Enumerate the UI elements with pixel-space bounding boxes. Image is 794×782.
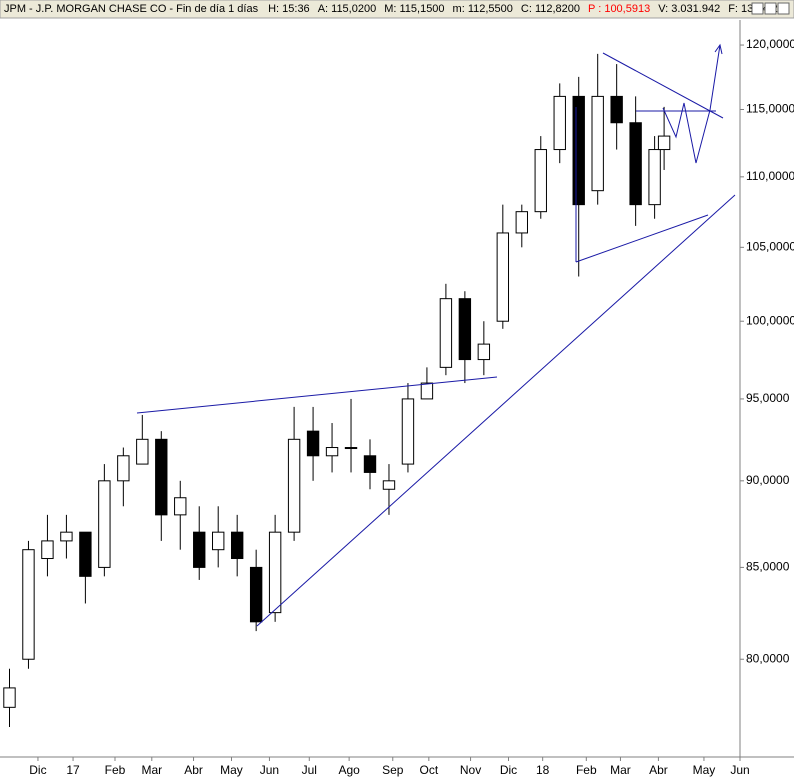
x-tick-label: May: [220, 763, 243, 777]
header: JPM - J.P. MORGAN CHASE CO - Fin de día …: [4, 3, 790, 15]
trend-line: [575, 214, 709, 263]
y-tick-label: 110,0000: [746, 169, 794, 183]
candle-body: [230, 531, 244, 560]
x-tick-label: Mar: [141, 763, 162, 777]
header-info: V: 3.031.942: [658, 3, 720, 15]
y-tick-label: 80,0000: [746, 651, 790, 665]
x-tick-label: 17: [66, 763, 80, 777]
candle-body: [79, 531, 92, 577]
candle-body: [193, 531, 206, 568]
x-tick-label: Jun: [730, 763, 749, 777]
candle-body: [534, 149, 547, 213]
x-tick-label: Nov: [460, 763, 481, 777]
candle-body: [344, 447, 358, 450]
candle-body: [629, 122, 642, 206]
x-tick-label: Dic: [29, 763, 46, 777]
candle-body: [22, 549, 35, 660]
forecast-path: [662, 44, 721, 164]
y-tick-label: 100,0000: [746, 313, 794, 327]
candle-body: [657, 135, 671, 151]
x-tick-label: Mar: [610, 763, 631, 777]
candle-body: [117, 455, 130, 482]
candle-body: [287, 438, 301, 533]
trend-line: [602, 52, 724, 119]
candle-body: [98, 480, 111, 568]
candle-body: [401, 398, 415, 465]
candle-body: [477, 343, 491, 361]
x-tick-label: Sep: [382, 763, 404, 777]
candle-body: [363, 455, 377, 473]
candle-body: [458, 298, 472, 361]
y-tick-label: 85,0000: [746, 560, 790, 574]
candle-body: [553, 95, 566, 151]
header-info: C: 112,8200: [521, 3, 580, 15]
candle-body: [3, 687, 16, 708]
close-button[interactable]: [777, 2, 790, 15]
header-info: P : 100,5913: [588, 3, 650, 15]
x-tick-label: Jun: [260, 763, 279, 777]
candle-body: [610, 95, 623, 124]
x-tick-label: 18: [536, 763, 550, 777]
trend-line: [136, 376, 498, 414]
x-tick-label: Feb: [576, 763, 597, 777]
header-info: H: 15:36: [268, 3, 310, 15]
header-info: m: 112,5500: [453, 3, 513, 15]
x-tick-label: Dic: [500, 763, 517, 777]
x-tick-label: May: [693, 763, 716, 777]
candles: [3, 53, 671, 728]
header-bar: [0, 0, 794, 19]
y-tick-label: 120,0000: [746, 37, 794, 51]
x-tick-label: Ago: [338, 763, 360, 777]
candle-body: [382, 480, 396, 490]
candle-body: [420, 382, 434, 400]
y-tick-label: 105,0000: [746, 239, 794, 253]
chart-title: JPM - J.P. MORGAN CHASE CO - Fin de día …: [4, 3, 259, 15]
x-tick-label: Oct: [419, 763, 438, 777]
x-tick-label: Abr: [649, 763, 668, 777]
window-buttons: [751, 2, 790, 15]
candle-body: [212, 531, 225, 551]
header-info: M: 115,1500: [384, 3, 444, 15]
candle-body: [648, 149, 661, 206]
candle-body: [136, 438, 149, 465]
candle-body: [306, 430, 320, 457]
maximize-button[interactable]: [764, 2, 777, 15]
candle-body: [249, 566, 263, 623]
candle-body: [60, 531, 73, 542]
y-tick-label: 115,0000: [746, 102, 794, 116]
header-info: A: 115,0200: [318, 3, 377, 15]
candle-body: [515, 211, 528, 234]
x-tick-label: Abr: [184, 763, 203, 777]
candle-body: [268, 531, 282, 614]
candle-body: [41, 540, 54, 560]
arrow-head: [714, 43, 723, 55]
candle-body: [496, 232, 510, 322]
candle-body: [325, 447, 339, 457]
x-tick-label: Jul: [302, 763, 317, 777]
candle-body: [591, 95, 604, 192]
candle-body: [572, 95, 585, 206]
candle-body: [174, 497, 187, 516]
x-tick-label: Feb: [105, 763, 126, 777]
candle-body: [155, 438, 168, 516]
y-tick-label: 95,0000: [746, 391, 790, 405]
candle-body: [439, 298, 453, 368]
trend-line: [256, 194, 736, 627]
y-tick-label: 90,0000: [746, 473, 790, 487]
minimize-button[interactable]: [751, 2, 764, 15]
trend-lines: [136, 43, 736, 627]
